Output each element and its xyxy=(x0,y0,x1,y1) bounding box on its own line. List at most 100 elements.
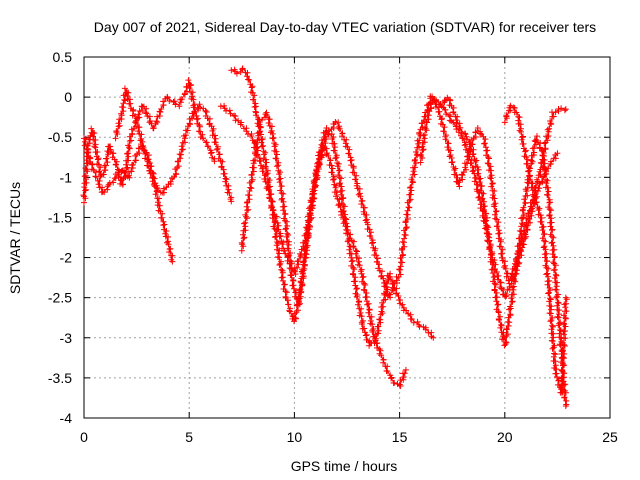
data-point xyxy=(554,150,561,157)
data-point xyxy=(489,270,496,277)
data-point xyxy=(335,124,342,131)
data-point xyxy=(369,329,376,335)
data-point xyxy=(562,106,569,113)
data-point xyxy=(370,325,377,332)
data-point xyxy=(486,245,493,252)
data-point xyxy=(482,218,489,225)
data-point xyxy=(353,182,360,189)
data-point xyxy=(561,343,568,349)
data-point xyxy=(558,367,565,374)
data-point xyxy=(307,210,314,217)
data-point xyxy=(244,73,250,80)
data-point xyxy=(336,201,343,208)
data-point xyxy=(421,131,428,138)
data-point xyxy=(545,290,552,297)
data-point xyxy=(187,121,194,128)
data-point xyxy=(558,389,565,396)
data-point xyxy=(171,98,178,105)
data-point xyxy=(294,264,301,271)
data-point xyxy=(522,147,529,154)
data-point xyxy=(487,174,494,181)
data-point xyxy=(269,135,276,142)
data-point xyxy=(378,352,385,359)
data-point xyxy=(354,285,361,292)
data-point xyxy=(352,250,359,257)
data-point xyxy=(150,181,157,188)
data-point xyxy=(528,184,535,191)
data-point xyxy=(461,142,468,149)
data-point xyxy=(555,314,562,321)
data-point xyxy=(275,226,282,233)
data-point xyxy=(335,119,342,126)
data-point xyxy=(519,141,526,147)
data-point xyxy=(356,258,362,265)
data-point xyxy=(315,159,322,166)
data-point xyxy=(356,262,363,269)
data-point xyxy=(286,307,293,314)
data-point xyxy=(562,304,569,311)
series-s6 xyxy=(217,93,561,301)
data-point xyxy=(382,296,389,303)
series-s9 xyxy=(501,102,570,396)
x-tick-label: 0 xyxy=(80,429,88,445)
data-point xyxy=(240,235,247,242)
data-point xyxy=(331,176,338,182)
data-point xyxy=(480,206,487,213)
data-point xyxy=(227,110,234,117)
data-point xyxy=(119,104,125,110)
data-point xyxy=(532,199,539,206)
data-point xyxy=(541,172,548,178)
data-point xyxy=(94,156,101,163)
series-s4 xyxy=(228,65,437,349)
data-point xyxy=(190,113,197,120)
data-point xyxy=(256,158,263,165)
data-point xyxy=(516,235,523,242)
data-point xyxy=(269,198,276,205)
data-point xyxy=(276,233,283,240)
data-point xyxy=(128,137,135,144)
data-point xyxy=(550,344,557,351)
data-point xyxy=(546,125,553,132)
data-point xyxy=(376,316,383,323)
data-point xyxy=(351,278,357,285)
data-point xyxy=(407,191,414,198)
data-point xyxy=(266,116,273,123)
data-point xyxy=(422,326,429,333)
data-point xyxy=(169,258,176,265)
data-point xyxy=(197,128,204,135)
data-point xyxy=(484,160,491,167)
data-point xyxy=(390,285,397,292)
data-point xyxy=(453,126,460,133)
data-point xyxy=(161,221,168,228)
data-point xyxy=(252,157,259,163)
data-point xyxy=(357,193,364,200)
data-point xyxy=(465,156,472,163)
data-point xyxy=(124,150,130,157)
data-point xyxy=(158,215,165,221)
data-point xyxy=(542,145,549,152)
data-point xyxy=(443,111,449,118)
data-point xyxy=(516,227,523,234)
data-point xyxy=(348,157,355,163)
data-point xyxy=(81,173,88,180)
data-point xyxy=(328,162,335,169)
data-point xyxy=(245,192,252,198)
data-point xyxy=(290,285,297,292)
data-point xyxy=(91,130,98,137)
data-point xyxy=(276,171,283,178)
data-point xyxy=(504,331,511,338)
data-point xyxy=(503,339,510,346)
data-point xyxy=(261,176,268,182)
data-point xyxy=(526,207,533,214)
data-point xyxy=(380,275,387,282)
x-tick-label: 20 xyxy=(497,429,513,445)
data-point xyxy=(334,189,341,196)
data-point xyxy=(401,235,408,242)
data-point xyxy=(82,165,89,172)
data-point xyxy=(476,179,483,186)
data-point xyxy=(256,129,263,136)
data-point xyxy=(493,223,500,230)
data-point xyxy=(253,112,259,119)
data-point xyxy=(502,291,509,297)
data-point xyxy=(469,151,476,158)
